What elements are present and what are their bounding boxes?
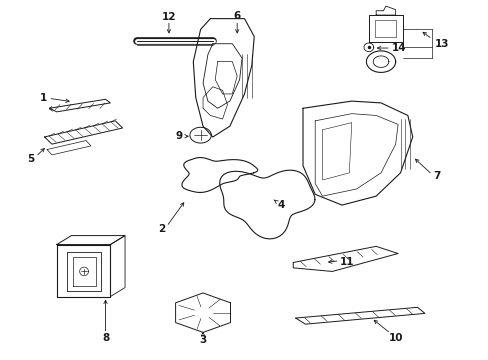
Text: 11: 11 xyxy=(339,257,353,267)
Text: 1: 1 xyxy=(40,93,47,103)
Text: 7: 7 xyxy=(432,171,440,181)
Text: 10: 10 xyxy=(387,333,402,343)
Text: 4: 4 xyxy=(277,200,284,210)
Text: 13: 13 xyxy=(434,39,448,49)
Text: 5: 5 xyxy=(27,154,35,164)
Text: 9: 9 xyxy=(175,131,182,141)
Text: 3: 3 xyxy=(199,334,206,345)
Text: 2: 2 xyxy=(158,225,165,234)
Text: 14: 14 xyxy=(391,43,406,53)
Text: 8: 8 xyxy=(102,333,109,343)
Text: 6: 6 xyxy=(233,11,240,21)
Text: 12: 12 xyxy=(162,12,176,22)
